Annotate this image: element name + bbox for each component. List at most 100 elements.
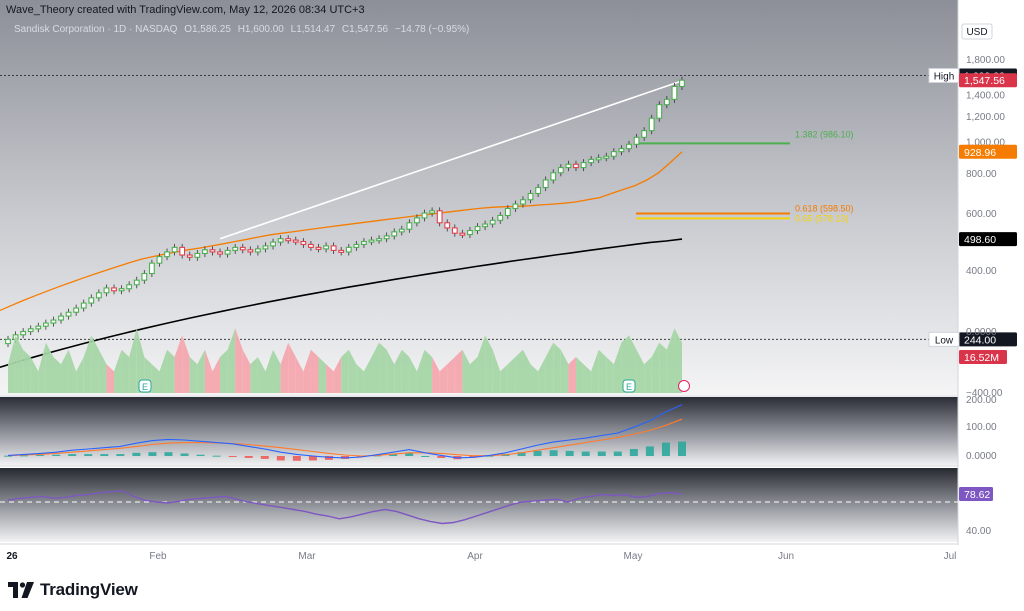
macd-histogram-bar [36, 455, 45, 457]
volume-area-segment [674, 328, 682, 393]
volume-area-segment [212, 357, 221, 393]
candle-body [194, 252, 201, 258]
volume-area-segment [469, 357, 478, 393]
candle-body [88, 297, 95, 304]
candle-body [247, 249, 254, 253]
volume-area-segment [288, 342, 296, 393]
split-icon [678, 380, 690, 392]
ohlc-h-label: H [237, 24, 245, 35]
volume-area-segment [30, 357, 39, 393]
volume-area-segment [114, 349, 122, 393]
candle-body [641, 130, 648, 138]
candle-body [406, 222, 413, 230]
symbol-legend[interactable]: Sandisk Corporation · 1D · NASDAQ O1,586… [14, 24, 473, 35]
volume-area-segment [38, 342, 46, 393]
candle-body [179, 246, 186, 256]
volume-area-segment [621, 335, 629, 393]
volume-area-segment [83, 335, 92, 393]
volume-area-segment [182, 335, 190, 393]
volume-area-segment [295, 357, 304, 393]
macd-histogram-bar [4, 455, 12, 457]
volume-area-segment [303, 349, 311, 393]
symbol-name[interactable]: Sandisk Corporation · 1D · NASDAQ [14, 24, 178, 35]
candle-body [80, 302, 87, 309]
fib-level-label: 0.65 (578.13) [795, 213, 849, 223]
price-axis[interactable] [958, 0, 1024, 545]
candle-body [542, 179, 549, 189]
volume-area-segment [386, 349, 395, 393]
rsi-pane[interactable] [0, 468, 958, 542]
macd-histogram-bar [84, 454, 93, 456]
candle-body [292, 239, 299, 243]
candle-body [610, 151, 617, 157]
macd-signal-line [7, 418, 683, 457]
volume-area-segment [197, 349, 205, 393]
earnings-marker [138, 379, 152, 393]
macd-histogram-bar [517, 452, 526, 456]
candle-body [398, 228, 405, 233]
tradingview-logo[interactable]: TradingView [8, 580, 138, 600]
volume-area-segment [644, 357, 652, 393]
volume-area-segment [220, 349, 228, 393]
macd-pane[interactable] [0, 397, 958, 465]
volume-area-segment [159, 349, 168, 393]
macd-histogram-bar [52, 454, 61, 456]
candle-body [671, 85, 678, 100]
candle-body [474, 226, 481, 232]
price-label-value: 1,547.56 [964, 75, 1005, 87]
volume-area-segment [348, 349, 357, 393]
volume-area-segment [68, 349, 77, 393]
candle-body [148, 262, 155, 275]
price-pane[interactable] [0, 0, 958, 395]
volume-area-segment [447, 357, 455, 393]
volume-area-segment [439, 364, 448, 393]
volume-area-segment [318, 357, 327, 393]
volume-area-segment [530, 364, 539, 393]
candle-body [603, 155, 610, 159]
volume-area-segment [560, 349, 569, 393]
candle-body [482, 223, 488, 228]
macd-histogram-bar [421, 456, 430, 457]
candle-body [376, 238, 382, 242]
volume-area-segment [356, 364, 364, 393]
volume-area-segment [121, 349, 130, 393]
volume-area-segment [341, 349, 349, 393]
candle-body [504, 207, 511, 217]
x-tick-label: Feb [149, 551, 167, 562]
volume-area-segment [61, 349, 69, 393]
volume-area-segment [333, 357, 342, 393]
x-tick-label: May [624, 551, 643, 562]
macd-histogram-bar [212, 455, 221, 457]
macd-y-tick: 100.00 [966, 422, 997, 433]
candle-body [626, 143, 632, 150]
macd-histogram-bar [132, 452, 141, 456]
volume-last-box [959, 350, 1007, 364]
ohlc-change: −14.78 (−0.95%) [394, 24, 470, 35]
candle-body [27, 328, 34, 333]
volume-area-segment [227, 328, 236, 393]
price-label-tag-box [928, 331, 960, 347]
candle-body [580, 162, 587, 169]
macd-histogram-bar [308, 456, 317, 461]
candle-body [550, 172, 557, 181]
candle-body [565, 163, 572, 169]
candle-body [209, 249, 216, 253]
ohlc-l-label: L [290, 24, 297, 35]
macd-y-tick: 0.0000 [966, 451, 997, 462]
macd-histogram-bar [228, 456, 237, 457]
candle-body [300, 240, 307, 245]
candle-body [5, 338, 11, 345]
candle-body [277, 238, 284, 243]
candle-body [239, 246, 246, 251]
volume-area-segment [583, 364, 592, 393]
volume-area-segment [363, 357, 372, 393]
macd-histogram-bar [196, 454, 205, 456]
macd-histogram-bar [324, 456, 333, 460]
volume-area-segment [242, 349, 251, 393]
volume-area-segment [235, 328, 243, 393]
candle-body [323, 245, 329, 250]
y-tick-label: 400.00 [966, 266, 997, 277]
macd-histogram-bar [244, 456, 253, 458]
volume-area-segment [591, 349, 599, 393]
candle-body [262, 245, 269, 250]
